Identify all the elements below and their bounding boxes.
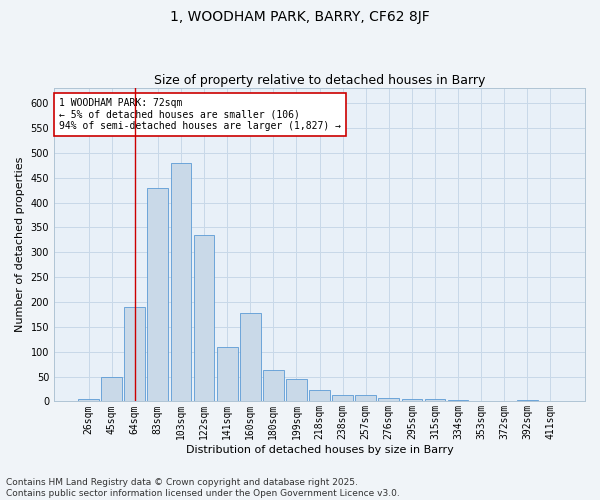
Bar: [286, 379, 307, 402]
Y-axis label: Number of detached properties: Number of detached properties: [15, 157, 25, 332]
Bar: [355, 396, 376, 402]
Title: Size of property relative to detached houses in Barry: Size of property relative to detached ho…: [154, 74, 485, 87]
Text: 1, WOODHAM PARK, BARRY, CF62 8JF: 1, WOODHAM PARK, BARRY, CF62 8JF: [170, 10, 430, 24]
Bar: [379, 398, 399, 402]
Text: 1 WOODHAM PARK: 72sqm
← 5% of detached houses are smaller (106)
94% of semi-deta: 1 WOODHAM PARK: 72sqm ← 5% of detached h…: [59, 98, 341, 131]
Bar: [517, 400, 538, 402]
Bar: [309, 390, 330, 402]
Bar: [425, 400, 445, 402]
Bar: [194, 235, 214, 402]
Bar: [217, 346, 238, 402]
Bar: [401, 399, 422, 402]
Bar: [448, 400, 469, 402]
Bar: [101, 376, 122, 402]
Bar: [78, 399, 99, 402]
Bar: [148, 188, 168, 402]
Text: Contains HM Land Registry data © Crown copyright and database right 2025.
Contai: Contains HM Land Registry data © Crown c…: [6, 478, 400, 498]
Bar: [170, 163, 191, 402]
Bar: [263, 370, 284, 402]
X-axis label: Distribution of detached houses by size in Barry: Distribution of detached houses by size …: [185, 445, 454, 455]
Bar: [124, 307, 145, 402]
Bar: [332, 396, 353, 402]
Bar: [240, 313, 260, 402]
